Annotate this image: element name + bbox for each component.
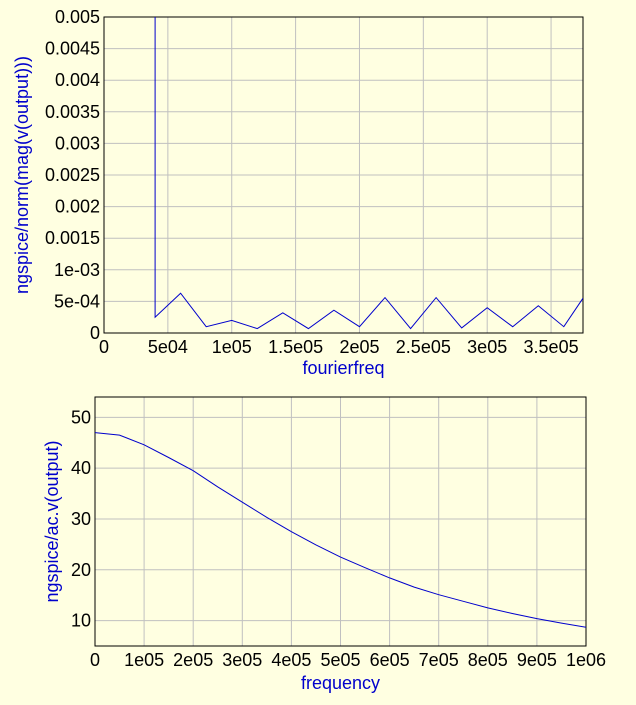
x-tick-label: 4e05 [271, 650, 311, 670]
plot-frame [103, 16, 584, 334]
y-tick-label: 0 [90, 323, 100, 343]
fourier-chart: 0 5e04 1e05 1.5e05 2e05 2.5e05 3e05 3.5e05 0 5e-0… [12, 7, 584, 378]
y-tick-label: 5e-04 [54, 291, 100, 311]
x-tick-label: 2e05 [339, 337, 379, 357]
y-axis-title: ngspice/norm(mag(v(output))) [12, 56, 32, 294]
x-tick-label: 6e05 [370, 650, 410, 670]
x-tick-label: 5e05 [320, 650, 360, 670]
y-axis-title: ngspice/ac.v(output) [42, 440, 62, 602]
x-axis-title: fourierfreq [302, 358, 384, 378]
x-tick-label: 0 [99, 337, 109, 357]
x-tick-label: 0 [90, 650, 100, 670]
x-tick-label: 5e04 [148, 337, 188, 357]
y-tick-label: 30 [71, 509, 91, 529]
y-tick-label: 0.0025 [45, 165, 100, 185]
x-tick-label: 8e05 [468, 650, 508, 670]
x-tick-label: 2e05 [173, 650, 213, 670]
x-tick-label: 3.5e05 [524, 337, 579, 357]
x-tick-label: 3e05 [467, 337, 507, 357]
x-tick-label: 1.5e05 [268, 337, 323, 357]
plot-frame [94, 396, 587, 647]
series-line [154, 17, 583, 330]
x-tick-label: 3e05 [222, 650, 262, 670]
y-tick-label: 0.002 [55, 197, 100, 217]
y-tick-label: 0.003 [55, 133, 100, 153]
x-tick-label: 1e06 [566, 650, 606, 670]
y-tick-label: 0.0045 [45, 39, 100, 59]
x-tick-label: 1e05 [124, 650, 164, 670]
ac-response-chart: 0 1e05 2e05 3e05 4e05 5e05 6e05 7e05 8e05 9e05 1e0… [42, 396, 606, 693]
y-tick-label: 50 [71, 407, 91, 427]
y-tick-label: 0.004 [55, 70, 100, 90]
y-tick-label: 0.0035 [45, 102, 100, 122]
x-tick-label: 2.5e05 [396, 337, 451, 357]
y-tick-label: 40 [71, 458, 91, 478]
y-tick-label: 10 [71, 611, 91, 631]
x-tick-label: 7e05 [419, 650, 459, 670]
y-tick-label: 20 [71, 560, 91, 580]
x-tick-label: 1e05 [212, 337, 252, 357]
series-line [95, 432, 586, 628]
y-tick-label: 1e-03 [54, 260, 100, 280]
y-tick-label: 0.005 [55, 7, 100, 27]
x-axis-title: frequency [301, 673, 380, 693]
x-tick-label: 9e05 [517, 650, 557, 670]
y-tick-label: 0.0015 [45, 228, 100, 248]
